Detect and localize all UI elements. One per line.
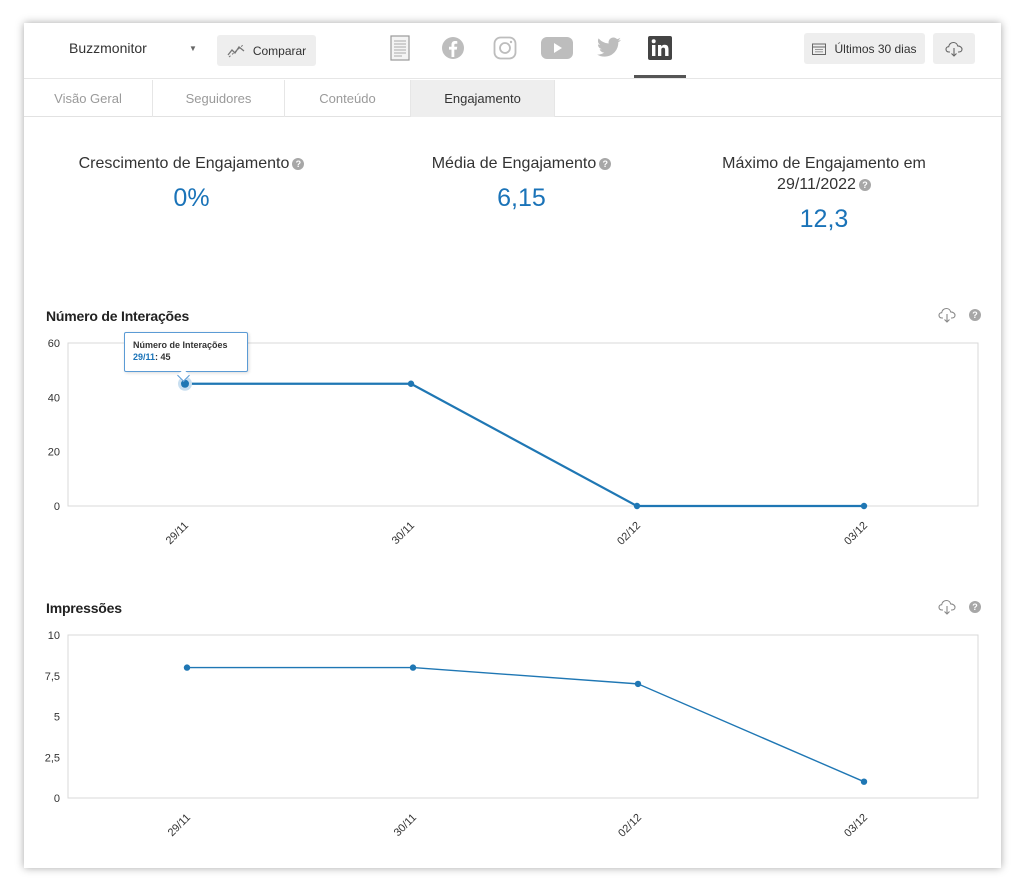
period-button-label: Últimos 30 dias <box>834 41 917 56</box>
data-point <box>183 664 191 671</box>
brand-select-label: Buzzmonitor <box>69 40 147 56</box>
kpi-average-label: Média de Engajamento <box>431 155 597 172</box>
chart-impressoes: 10 7,5 5 2,5 0 29/11 30/11 02/12 03/12 <box>45 630 979 840</box>
series-line <box>187 666 865 783</box>
data-point <box>409 664 417 671</box>
data-point <box>407 380 415 387</box>
kpi-growth: Crescimento de Engajamento? 0% <box>64 153 319 213</box>
tooltip-date: 29/11 <box>133 352 156 362</box>
dashboard-card: Buzzmonitor ▼ Comparar <box>24 23 1001 868</box>
network-instagram[interactable] <box>488 31 522 65</box>
y-tick-label: 0 <box>54 793 60 805</box>
twitter-icon <box>596 37 621 57</box>
y-tick-label: 7,5 <box>45 671 60 683</box>
y-tick-label: 10 <box>48 630 60 642</box>
series-line <box>185 382 864 508</box>
plot-frame <box>67 342 979 507</box>
cloud-download-icon <box>945 41 963 57</box>
data-point <box>633 502 641 510</box>
chart-title-interacoes: Número de Interações <box>46 308 190 324</box>
kpi-average-value: 6,15 <box>497 184 546 212</box>
calendar-icon <box>812 43 827 55</box>
tooltip-value: 45 <box>160 352 171 362</box>
network-facebook[interactable] <box>436 31 470 65</box>
help-icon[interactable]: ? <box>292 157 305 170</box>
tab-bar: Visão Geral Seguidores Conteúdo Engajame… <box>24 80 1001 117</box>
kpi-max-date: 29/11/2022 <box>777 176 856 193</box>
plot-frame <box>67 634 979 799</box>
help-icon[interactable]: ? <box>599 157 612 170</box>
report-icon <box>390 35 410 61</box>
top-bar: Buzzmonitor ▼ Comparar <box>24 23 1001 79</box>
youtube-icon <box>541 37 573 59</box>
chart-tools-interacoes: ? <box>938 307 981 323</box>
y-tick-label: 20 <box>48 447 60 459</box>
network-youtube[interactable] <box>540 31 574 65</box>
kpi-max: Máximo de Engajamento em 29/11/2022? 12,… <box>694 153 954 234</box>
data-point <box>860 502 868 510</box>
compare-chart-icon <box>227 44 245 57</box>
kpi-max-label: Máximo de Engajamento em <box>722 155 926 172</box>
active-network-indicator <box>634 75 686 78</box>
y-tick-label: 2,5 <box>45 752 60 764</box>
kpi-growth-value: 0% <box>173 184 210 212</box>
chart-tools-impressoes: ? <box>938 599 981 615</box>
compare-button[interactable]: Comparar <box>217 35 316 66</box>
network-twitter[interactable] <box>592 31 626 65</box>
x-tick-label: 02/12 <box>616 812 644 840</box>
tab-visao-geral[interactable]: Visão Geral <box>24 80 153 117</box>
x-tick-label: 30/11 <box>392 812 419 839</box>
help-icon[interactable]: ? <box>969 309 981 321</box>
data-point <box>860 778 868 785</box>
period-button[interactable]: Últimos 30 dias <box>804 33 925 64</box>
tab-conteudo[interactable]: Conteúdo <box>285 80 411 117</box>
facebook-icon <box>442 37 464 59</box>
tooltip-title: Número de Interações <box>133 340 228 350</box>
y-tick-label: 40 <box>48 392 60 404</box>
compare-button-label: Comparar <box>252 43 307 58</box>
x-tick-label: 03/12 <box>842 812 870 840</box>
kpi-growth-label: Crescimento de Engajamento <box>78 155 290 172</box>
tab-seguidores[interactable]: Seguidores <box>153 80 285 117</box>
chevron-down-icon: ▼ <box>189 44 197 53</box>
help-icon[interactable]: ? <box>858 178 871 191</box>
chart-tooltip: Número de Interações 29/11: 45 <box>124 332 248 372</box>
x-tick-label: 29/11 <box>166 812 193 839</box>
linkedin-icon <box>648 36 672 60</box>
download-button[interactable] <box>933 33 975 64</box>
data-point <box>634 680 642 688</box>
network-linkedin[interactable] <box>643 31 677 65</box>
y-tick-label: 60 <box>48 338 60 350</box>
help-icon[interactable]: ? <box>969 601 981 613</box>
tab-engajamento[interactable]: Engajamento <box>411 80 555 117</box>
y-tick-label: 5 <box>54 712 60 724</box>
kpi-average: Média de Engajamento? 6,15 <box>394 153 649 213</box>
brand-select[interactable]: Buzzmonitor ▼ <box>69 40 197 56</box>
chart-title-impressoes: Impressões <box>46 600 122 616</box>
network-report[interactable] <box>383 31 417 65</box>
cloud-download-icon[interactable] <box>938 599 956 615</box>
cloud-download-icon[interactable] <box>938 307 956 323</box>
y-tick-label: 0 <box>54 501 60 513</box>
kpi-max-value: 12,3 <box>799 205 849 233</box>
instagram-icon <box>493 36 517 60</box>
